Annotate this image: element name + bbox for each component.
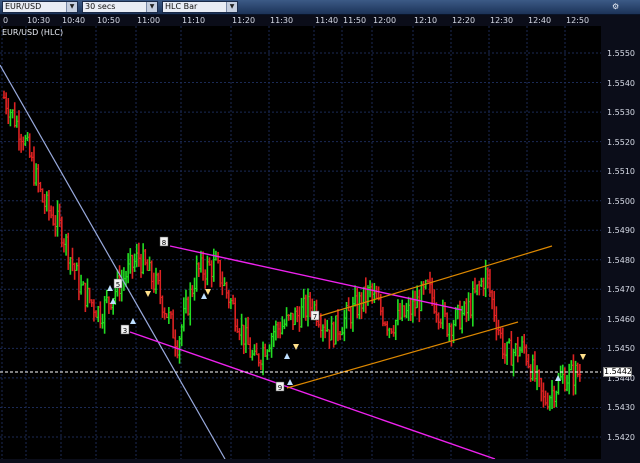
time-tick-label: 12:00	[373, 16, 397, 25]
trendline	[0, 64, 226, 460]
time-tick-label: 11:00	[137, 16, 161, 25]
price-tick-label: 1.5530	[607, 108, 635, 118]
magenta-channel-lower	[129, 331, 496, 460]
time-axis: 0 10:30 10:40 10:50 11:00 11:10 11:20 11:30 11:4…	[0, 15, 600, 26]
price-tick-label: 1.5480	[607, 255, 635, 265]
gear-icon[interactable]: ⚙	[612, 2, 620, 11]
price-tick-label: 1.5490	[607, 226, 635, 236]
up-arrow-icon	[284, 353, 290, 359]
price-axis: 1.5550 1.5540 1.5530 1.5520 1.5510 1.5500 1.54…	[601, 26, 640, 459]
orange-channel-upper	[319, 245, 553, 317]
down-arrow-icon	[293, 344, 299, 350]
wave-label: 8	[162, 239, 166, 247]
chart-type-value: HLC Bar	[165, 2, 198, 11]
interval-select[interactable]: 30 secs ▼	[82, 1, 158, 13]
time-tick-label: 12:10	[414, 16, 438, 25]
time-tick-label: 11:20	[232, 16, 256, 25]
wave-label-box	[113, 278, 123, 289]
wave-label-box	[275, 381, 285, 392]
price-chart[interactable]: 5 3 8 7 9	[0, 26, 601, 460]
price-tick-label: 1.5550	[607, 49, 635, 58]
time-tick-label: 11:30	[270, 16, 294, 25]
chart-type-select[interactable]: HLC Bar ▼	[162, 1, 238, 13]
time-tick-label: 12:30	[490, 16, 514, 25]
up-arrow-icon	[287, 379, 293, 385]
time-tick-label: 11:50	[343, 16, 367, 25]
interval-value: 30 secs	[85, 2, 116, 11]
time-tick-label: 12:50	[566, 16, 590, 25]
symbol-select[interactable]: EUR/USD ▼	[2, 1, 78, 13]
chart-plot-area[interactable]: 5 3 8 7 9	[0, 26, 601, 460]
wave-label-box	[159, 236, 169, 247]
wave-label: 7	[313, 313, 317, 321]
up-arrow-icon	[110, 298, 116, 304]
price-tick-label: 1.5420	[607, 433, 635, 442]
price-tick-label: 1.5540	[607, 78, 635, 88]
time-tick-label: 12:20	[452, 16, 476, 25]
magenta-channel-upper	[169, 245, 463, 311]
price-tick-label: 1.5470	[607, 285, 635, 295]
up-arrow-icon	[130, 318, 136, 324]
up-arrow-icon	[555, 375, 561, 381]
time-tick-label: 11:40	[315, 16, 339, 25]
wave-label: 9	[278, 384, 282, 392]
price-tick-label: 1.5430	[607, 403, 635, 413]
wave-label: 3	[123, 327, 127, 335]
chevron-down-icon[interactable]: ▼	[146, 2, 157, 12]
price-tick-label: 1.5520	[607, 137, 635, 147]
wave-label-box	[120, 324, 130, 335]
chevron-down-icon[interactable]: ▼	[226, 2, 237, 12]
price-tick-label: 1.5450	[607, 344, 635, 354]
current-price-badge: 1.5442	[603, 367, 632, 377]
time-tick-label: 10:50	[97, 16, 121, 25]
up-arrow-icon	[201, 293, 207, 299]
wave-label: 5	[116, 281, 120, 289]
time-tick-label: 12:40	[528, 16, 552, 25]
price-tick-label: 1.5440	[607, 373, 635, 383]
time-tick-label: 0	[3, 16, 9, 25]
down-arrow-icon	[580, 354, 586, 360]
time-tick-label: 10:30	[27, 16, 51, 25]
price-tick-label: 1.5460	[607, 314, 635, 324]
chevron-down-icon[interactable]: ▼	[66, 2, 77, 12]
time-tick-label: 11:10	[182, 16, 206, 25]
wave-label-box	[310, 310, 320, 321]
time-tick-label: 10:40	[62, 16, 86, 25]
down-arrow-icon	[145, 291, 151, 297]
orange-channel-lower	[286, 321, 519, 389]
down-arrow-icon	[205, 289, 211, 295]
symbol-value: EUR/USD	[5, 2, 42, 11]
toolbar: EUR/USD ▼ 30 secs ▼ HLC Bar ▼ ⚙	[0, 0, 640, 15]
price-tick-label: 1.5500	[607, 196, 635, 206]
price-tick-label: 1.5510	[607, 167, 635, 177]
up-arrow-icon	[107, 285, 113, 291]
chart-title: EUR/USD (HLC)	[2, 28, 64, 37]
